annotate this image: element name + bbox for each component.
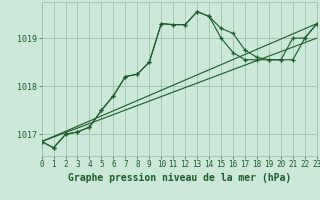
X-axis label: Graphe pression niveau de la mer (hPa): Graphe pression niveau de la mer (hPa): [68, 173, 291, 183]
